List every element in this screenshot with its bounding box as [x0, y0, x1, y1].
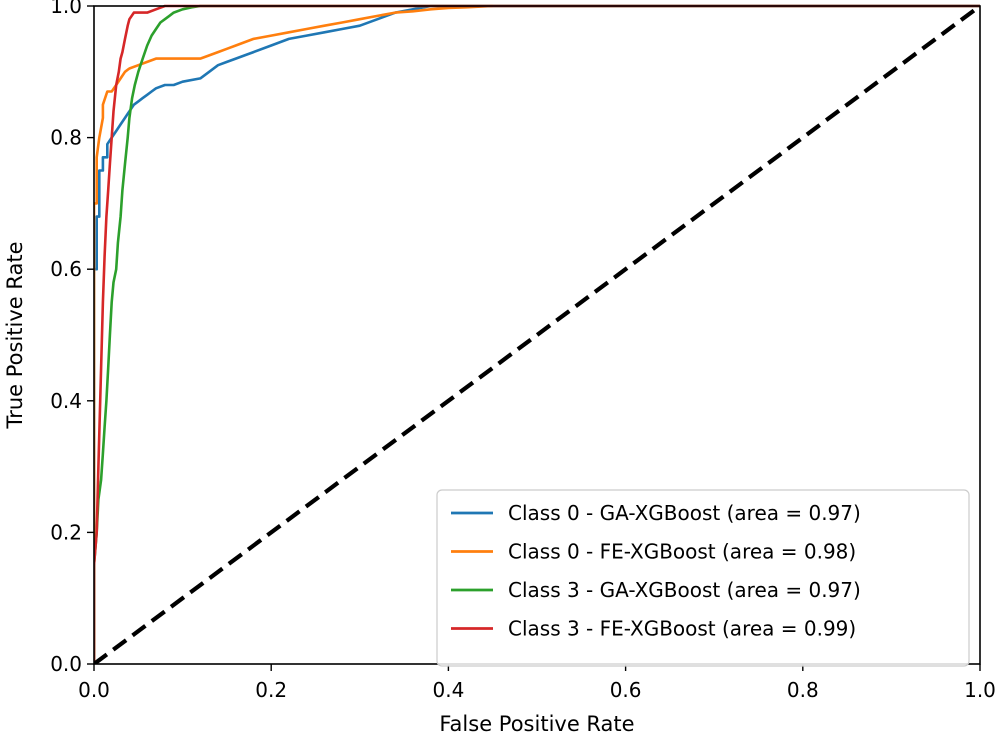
y-tick-label: 0.2: [50, 520, 82, 544]
legend-entry-label: Class 3 - GA-XGBoost (area = 0.97): [508, 578, 861, 602]
y-tick-label: 0.0: [50, 652, 82, 676]
x-axis-ticks: 0.0 0.2 0.4 0.6 0.8 1.0: [78, 664, 996, 702]
chance-diagonal-line: [94, 4, 982, 664]
legend-entry-label: Class 3 - FE-XGBoost (area = 0.99): [508, 617, 856, 641]
x-tick-label: 0.8: [787, 678, 819, 702]
y-axis-label: True Positive Rate: [3, 241, 27, 429]
plot-area: [94, 4, 982, 664]
x-tick-label: 0.6: [610, 678, 642, 702]
legend-box: [436, 489, 970, 667]
series-line-4: [94, 4, 980, 664]
y-tick-label: 0.6: [50, 257, 82, 281]
series-line-3: [94, 4, 980, 664]
x-tick-label: 0.4: [432, 678, 464, 702]
x-tick-label: 0.0: [78, 678, 110, 702]
legend-entry-label: Class 0 - FE-XGBoost (area = 0.98): [508, 540, 856, 564]
x-axis-label: False Positive Rate: [439, 712, 634, 736]
y-tick-label: 0.8: [50, 126, 82, 150]
legend-entry-label: Class 0 - GA-XGBoost (area = 0.97): [508, 501, 861, 525]
y-axis-ticks: 0.0 0.2 0.4 0.6 0.8 1.0: [50, 0, 94, 676]
y-tick-label: 1.0: [50, 0, 82, 18]
series-line-2: [94, 4, 493, 664]
y-tick-label: 0.4: [50, 389, 82, 413]
x-tick-label: 0.2: [255, 678, 287, 702]
series-line-1: [94, 4, 980, 664]
x-tick-label: 1.0: [964, 678, 996, 702]
legend: Class 0 - GA-XGBoost (area = 0.97) Class …: [436, 489, 970, 667]
